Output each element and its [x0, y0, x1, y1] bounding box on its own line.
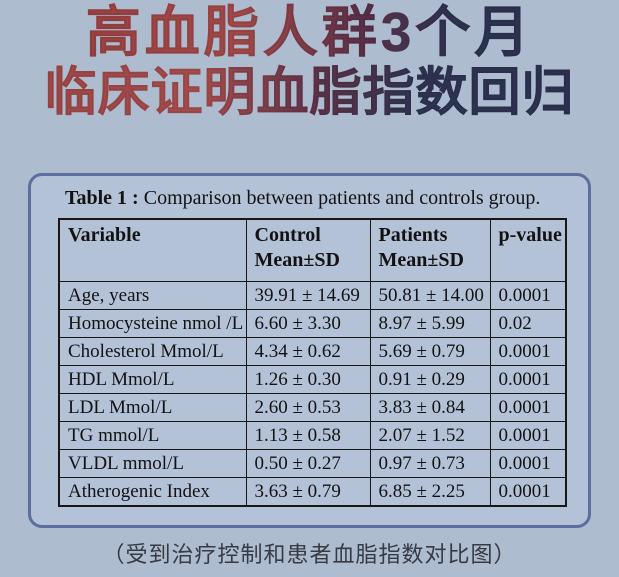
- cell-variable: VLDL mmol/L: [58, 449, 247, 478]
- cell-p-value: 0.0001: [489, 281, 567, 310]
- cell-control: 1.13 ± 0.58: [245, 421, 371, 450]
- cell-p-value: 0.0001: [489, 365, 567, 394]
- cell-p-value: 0.02: [489, 309, 567, 338]
- cell-patients: 2.07 ± 1.52: [369, 421, 491, 450]
- cell-variable: Cholesterol Mmol/L: [58, 337, 247, 366]
- header-patients: Patients Mean±SD: [369, 218, 491, 282]
- header-p-value: p-value: [489, 218, 567, 282]
- table-header-row: Variable Control Mean±SD Patients Mean±S…: [58, 218, 567, 282]
- cell-p-value: 0.0001: [489, 477, 567, 507]
- cell-control: 2.60 ± 0.53: [245, 393, 371, 422]
- cell-p-value: 0.0001: [489, 449, 567, 478]
- cell-patients: 5.69 ± 0.79: [369, 337, 491, 366]
- table-row: HDL Mmol/L 1.26 ± 0.30 0.91 ± 0.29 0.000…: [58, 365, 567, 394]
- comparison-table: Variable Control Mean±SD Patients Mean±S…: [58, 218, 567, 507]
- cell-patients: 0.97 ± 0.73: [369, 449, 491, 478]
- cell-control: 4.34 ± 0.62: [245, 337, 371, 366]
- table-row: VLDL mmol/L 0.50 ± 0.27 0.97 ± 0.73 0.00…: [58, 449, 567, 478]
- cell-variable: LDL Mmol/L: [58, 393, 247, 422]
- table-row: LDL Mmol/L 2.60 ± 0.53 3.83 ± 0.84 0.000…: [58, 393, 567, 422]
- cell-p-value: 0.0001: [489, 421, 567, 450]
- table-row: Homocysteine nmol /L 6.60 ± 3.30 8.97 ± …: [58, 309, 567, 338]
- title-line-1: 高血脂人群3个月: [85, 1, 534, 63]
- footer-caption: （受到治疗控制和患者血脂指数对比图）: [102, 542, 517, 567]
- table-row: Atherogenic Index 3.63 ± 0.79 6.85 ± 2.2…: [58, 477, 567, 507]
- cell-control: 1.26 ± 0.30: [245, 365, 371, 394]
- cell-control: 6.60 ± 3.30: [245, 309, 371, 338]
- cell-p-value: 0.0001: [489, 337, 567, 366]
- cell-patients: 3.83 ± 0.84: [369, 393, 491, 422]
- table-caption: Table 1 : Comparison between patients an…: [65, 187, 540, 210]
- cell-control: 3.63 ± 0.79: [245, 477, 371, 507]
- table-row: TG mmol/L 1.13 ± 0.58 2.07 ± 1.52 0.0001: [58, 421, 567, 450]
- table-row: Cholesterol Mmol/L 4.34 ± 0.62 5.69 ± 0.…: [58, 337, 567, 366]
- cell-variable: HDL Mmol/L: [58, 365, 247, 394]
- title-line-2: 临床证明血脂指数回归: [44, 63, 575, 122]
- cell-patients: 50.81 ± 14.00: [369, 281, 491, 310]
- header-variable: Variable: [58, 218, 247, 282]
- cell-patients: 0.91 ± 0.29: [369, 365, 491, 394]
- table-row: Age, years 39.91 ± 14.69 50.81 ± 14.00 0…: [58, 281, 567, 310]
- cell-variable: Age, years: [58, 281, 247, 310]
- page-title: 高血脂人群3个月 临床证明血脂指数回归: [0, 1, 619, 122]
- cell-patients: 8.97 ± 5.99: [369, 309, 491, 338]
- cell-variable: Atherogenic Index: [58, 477, 247, 507]
- cell-variable: Homocysteine nmol /L: [58, 309, 247, 338]
- table-panel: Table 1 : Comparison between patients an…: [28, 173, 591, 528]
- cell-control: 39.91 ± 14.69: [245, 281, 371, 310]
- cell-control: 0.50 ± 0.27: [245, 449, 371, 478]
- table-caption-text: Comparison between patients and controls…: [138, 187, 541, 209]
- cell-patients: 6.85 ± 2.25: [369, 477, 491, 507]
- header-control: Control Mean±SD: [245, 218, 371, 282]
- cell-p-value: 0.0001: [489, 393, 567, 422]
- table-caption-label: Table 1 :: [65, 187, 139, 209]
- cell-variable: TG mmol/L: [58, 421, 247, 450]
